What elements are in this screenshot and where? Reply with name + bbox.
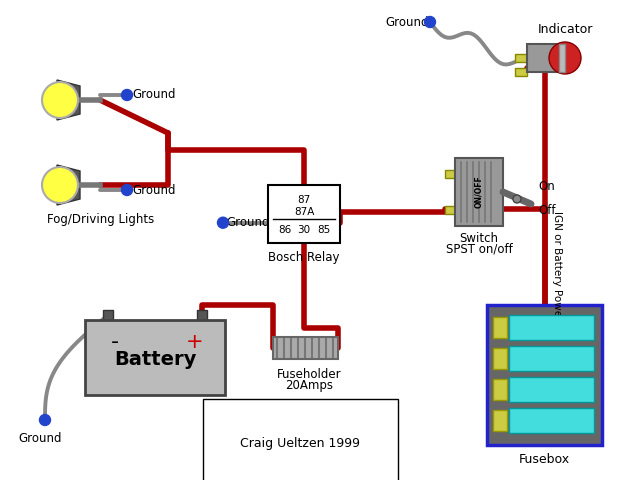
Text: 87A: 87A [294, 207, 314, 217]
Text: On: On [538, 180, 555, 192]
FancyBboxPatch shape [487, 305, 602, 445]
Text: -: - [111, 332, 119, 352]
FancyBboxPatch shape [509, 408, 594, 433]
Text: 85: 85 [317, 225, 330, 235]
Circle shape [40, 415, 51, 425]
Circle shape [218, 217, 228, 228]
Text: IGN or Battery Power: IGN or Battery Power [552, 211, 563, 320]
Text: Switch: Switch [460, 232, 499, 245]
Text: Fog/Driving Lights: Fog/Driving Lights [47, 213, 154, 226]
Text: +: + [186, 332, 204, 352]
Text: Ground: Ground [226, 216, 269, 229]
Text: Off: Off [538, 204, 556, 216]
FancyBboxPatch shape [515, 68, 527, 76]
FancyBboxPatch shape [509, 377, 594, 402]
Text: ON/OFF: ON/OFF [474, 176, 483, 208]
FancyBboxPatch shape [509, 315, 594, 340]
Text: 20Amps: 20Amps [285, 379, 333, 392]
Circle shape [122, 184, 132, 195]
Text: Ground: Ground [132, 183, 175, 196]
Text: SPST on/off: SPST on/off [445, 243, 513, 256]
Circle shape [122, 89, 132, 100]
Text: Fusebox: Fusebox [519, 453, 570, 466]
Text: Indicator: Indicator [538, 23, 593, 36]
Text: Ground: Ground [132, 88, 175, 101]
FancyBboxPatch shape [493, 348, 507, 369]
FancyBboxPatch shape [559, 44, 565, 72]
Text: Craig Ueltzen 1999: Craig Ueltzen 1999 [240, 436, 360, 449]
Text: Ground: Ground [19, 432, 61, 445]
FancyBboxPatch shape [197, 310, 207, 320]
FancyBboxPatch shape [493, 317, 507, 338]
Text: Battery: Battery [114, 350, 196, 369]
Circle shape [42, 167, 78, 203]
Circle shape [513, 195, 521, 203]
Text: Fuseholder: Fuseholder [276, 368, 341, 381]
FancyBboxPatch shape [515, 54, 527, 62]
FancyBboxPatch shape [103, 310, 113, 320]
Text: 30: 30 [298, 225, 310, 235]
FancyBboxPatch shape [527, 44, 559, 72]
Circle shape [42, 82, 78, 118]
FancyBboxPatch shape [493, 410, 507, 431]
Text: 87: 87 [298, 195, 310, 205]
FancyBboxPatch shape [455, 158, 503, 226]
Polygon shape [57, 80, 80, 120]
Text: Ground: Ground [385, 15, 429, 28]
FancyBboxPatch shape [268, 185, 340, 243]
Text: Bosch Relay: Bosch Relay [268, 251, 340, 264]
FancyBboxPatch shape [493, 379, 507, 400]
Text: 86: 86 [278, 225, 291, 235]
Circle shape [549, 42, 581, 74]
FancyBboxPatch shape [445, 206, 455, 214]
FancyBboxPatch shape [445, 170, 455, 178]
FancyBboxPatch shape [509, 346, 594, 371]
FancyBboxPatch shape [85, 320, 225, 395]
Circle shape [424, 16, 435, 27]
Polygon shape [57, 165, 80, 205]
FancyBboxPatch shape [273, 337, 338, 359]
